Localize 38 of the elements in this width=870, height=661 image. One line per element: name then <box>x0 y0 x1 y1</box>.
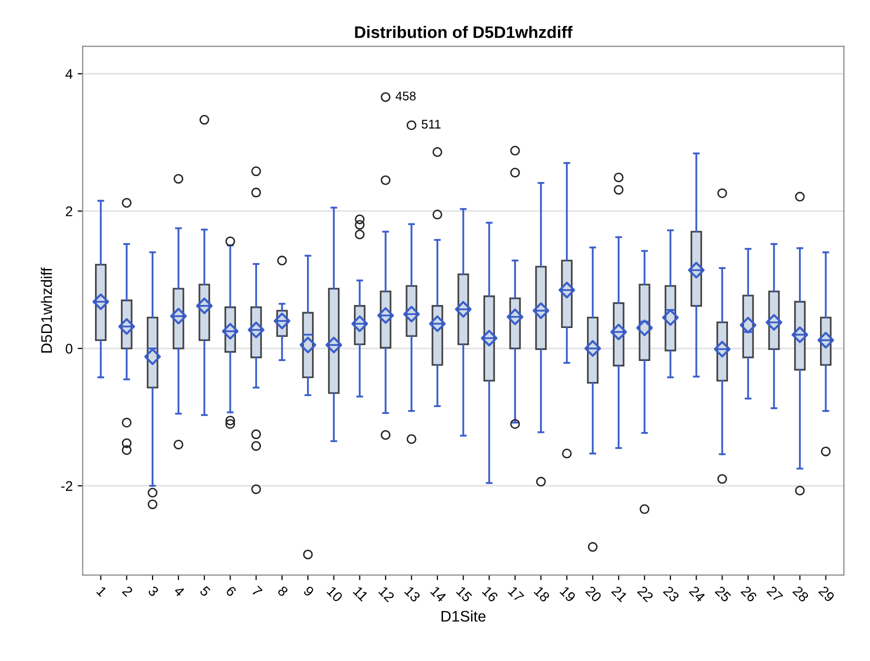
x-tick-label: 7 <box>251 586 263 597</box>
x-tick-label: 12 <box>378 586 395 602</box>
x-tick-label: 26 <box>740 586 758 602</box>
x-tick-label: 24 <box>688 586 706 603</box>
x-tick-label: 22 <box>637 586 654 602</box>
x-axis-title: D1Site <box>442 610 486 622</box>
x-tick-label: 10 <box>326 586 344 603</box>
annotation: 458 <box>396 92 416 100</box>
annotation: 511 <box>422 120 441 129</box>
x-tick-label: 5 <box>199 586 211 598</box>
x-tick-label: 17 <box>508 586 524 602</box>
y-tick-label: 0 <box>66 344 72 354</box>
x-tick-label: 1 <box>96 586 108 597</box>
x-tick-label: 14 <box>430 586 447 603</box>
x-tick-label: 16 <box>482 586 499 602</box>
x-tick-label: 29 <box>818 586 836 602</box>
x-tick-label: 27 <box>766 586 784 602</box>
y-tick-label: 4 <box>66 69 73 79</box>
y-axis-title: D5D1whzdiff <box>40 267 52 353</box>
x-tick-label: 15 <box>456 586 473 603</box>
x-tick-label: 11 <box>352 586 369 602</box>
x-tick-label: 18 <box>534 586 550 603</box>
y-tick-label: 2 <box>66 206 72 216</box>
x-tick-label: 28 <box>792 586 810 603</box>
x-tick-label: 25 <box>714 586 732 603</box>
x-tick-label: 8 <box>277 585 289 598</box>
x-tick-label: 3 <box>148 585 160 598</box>
x-tick-label: 21 <box>611 586 628 602</box>
y-tick-label: -2 <box>61 481 72 491</box>
x-tick-label: 19 <box>560 586 576 602</box>
chart-title: Distribution of D5D1whzdiff <box>355 26 573 38</box>
x-tick-label: 9 <box>303 586 314 597</box>
x-tick-label: 2 <box>122 586 134 597</box>
x-tick-label: 23 <box>662 586 680 602</box>
x-tick-label: 13 <box>404 586 421 602</box>
x-tick-label: 4 <box>173 585 186 598</box>
x-tick-label: 6 <box>225 586 237 598</box>
x-tick-label: 20 <box>585 586 602 603</box>
